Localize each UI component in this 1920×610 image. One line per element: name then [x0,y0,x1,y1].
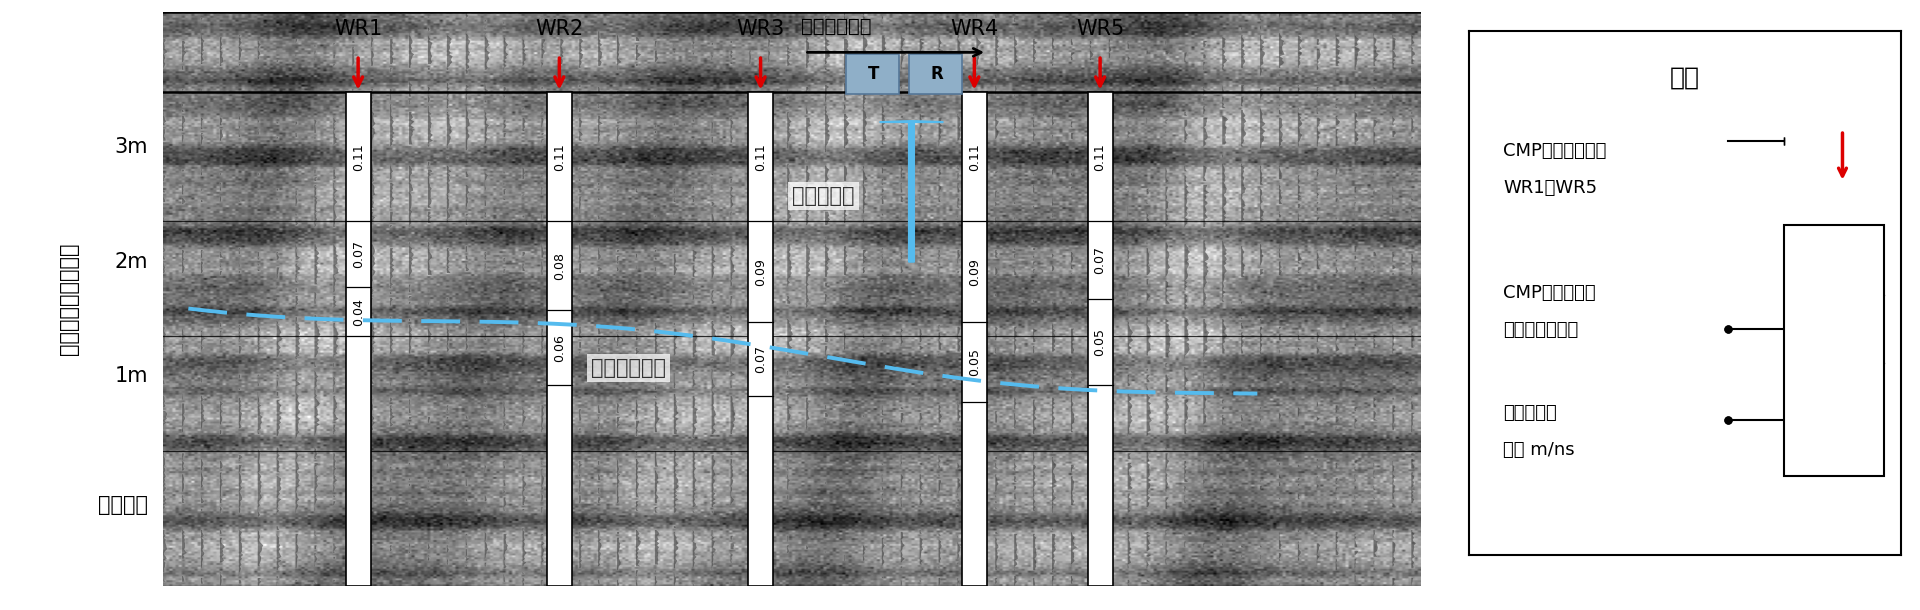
Text: 0.11: 0.11 [553,143,566,171]
Text: 単位 m/ns: 単位 m/ns [1503,441,1574,459]
Text: WR2: WR2 [536,20,584,40]
FancyBboxPatch shape [908,54,962,93]
Text: CMP測定中心位置: CMP測定中心位置 [1503,142,1607,160]
Text: 不飽和領域: 不飽和領域 [793,185,854,206]
Text: 0.11: 0.11 [1094,143,1106,171]
Text: 0.11: 0.11 [1826,243,1841,277]
Text: 電磁波速度: 電磁波速度 [1503,404,1557,423]
Text: T: T [868,65,879,83]
Text: 0.06: 0.06 [553,334,566,362]
Text: 嵑道壁面: 嵑道壁面 [98,495,148,515]
Text: 0.07: 0.07 [1094,246,1106,274]
Text: 電磁波速度構造: 電磁波速度構造 [1503,320,1578,339]
Text: 連続波レーダ: 連続波レーダ [801,17,872,36]
Text: WR3: WR3 [737,20,785,40]
Text: 嵑道壁面からの深度: 嵑道壁面からの深度 [60,243,79,355]
Text: 0.07: 0.07 [351,240,365,268]
Text: 0.05: 0.05 [1826,403,1841,437]
Text: 0.05: 0.05 [968,348,981,376]
Text: 1m: 1m [115,367,148,386]
Bar [962,93,987,586]
Text: 0.09: 0.09 [755,258,768,285]
Text: 0.08: 0.08 [553,252,566,280]
Text: 0.11: 0.11 [351,143,365,171]
Text: 3m: 3m [115,137,148,157]
Text: 0.07: 0.07 [755,345,768,373]
Bar [346,93,371,586]
FancyBboxPatch shape [847,54,899,93]
Text: 2m: 2m [115,252,148,271]
Text: 0.11: 0.11 [755,143,768,171]
Text: 0.11: 0.11 [968,143,981,171]
Bar [1087,93,1114,586]
Text: 間隙水圧ゼロ: 間隙水圧ゼロ [591,357,666,378]
Text: R: R [931,65,943,83]
Bar [1784,224,1884,476]
Text: WR1～WR5: WR1～WR5 [1503,179,1597,197]
Bar [749,93,774,586]
Text: 0.07: 0.07 [1826,312,1841,346]
Text: 0.04: 0.04 [351,298,365,326]
Text: 凡例: 凡例 [1670,66,1699,90]
Text: WR4: WR4 [950,20,998,40]
Text: CMP測定による: CMP測定による [1503,284,1596,302]
Text: 0.09: 0.09 [968,258,981,285]
Bar [547,93,572,586]
Text: 0.05: 0.05 [1094,328,1106,356]
Text: WR5: WR5 [1075,20,1125,40]
Text: WR1: WR1 [334,20,382,40]
